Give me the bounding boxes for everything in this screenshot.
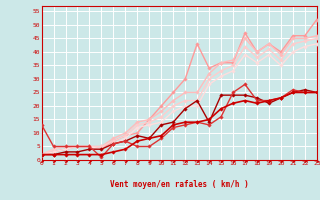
- X-axis label: Vent moyen/en rafales ( km/h ): Vent moyen/en rafales ( km/h ): [110, 180, 249, 189]
